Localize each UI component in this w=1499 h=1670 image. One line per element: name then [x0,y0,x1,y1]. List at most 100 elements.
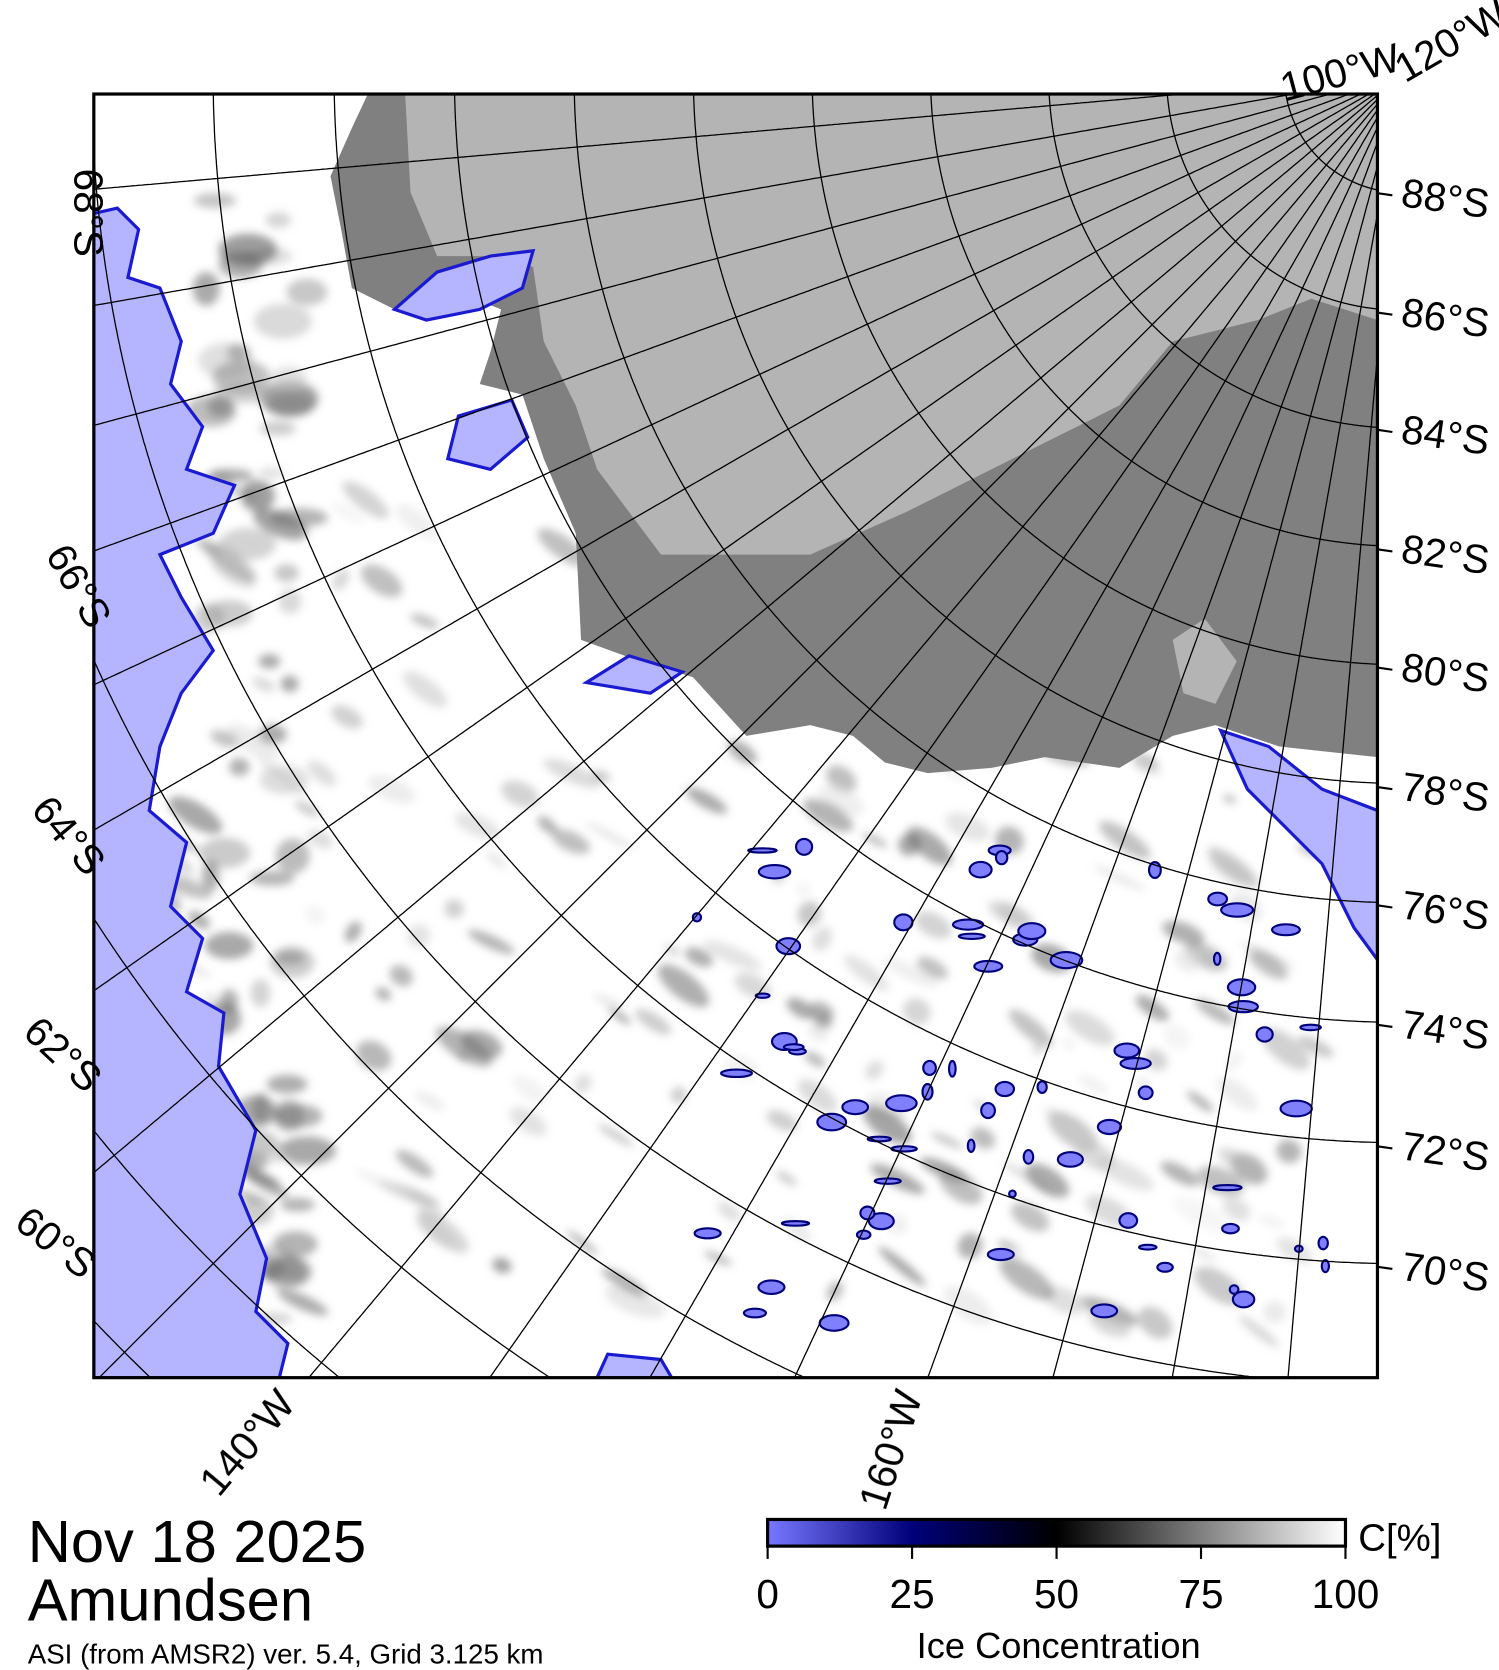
latitude-line [1285,94,1378,191]
open-water-spot [951,918,985,931]
ice-texture-blob [258,654,281,669]
ice-texture-blob [786,997,816,1020]
ice-texture-blob [663,944,681,957]
ice-texture-blob [258,467,285,479]
ice-texture-blob [389,965,413,987]
longitude-line [93,94,1332,427]
latitude-label: 88°S [1399,169,1493,227]
open-water-spot [1221,1222,1240,1235]
longitude-line [93,94,1295,307]
open-water-spot [782,1043,805,1052]
latitude-line [93,1320,152,1378]
ice-texture-blob [272,1231,318,1258]
ice-texture-blob [210,730,239,748]
ice-texture-blob [252,1149,287,1163]
latitude-label: 78°S [1399,763,1493,821]
map-frame [92,92,1380,1380]
latitude-label: 82°S [1399,525,1493,583]
ice-texture-blob [903,998,931,1025]
product-subtitle: ASI (from AMSR2) ver. 5.4, Grid 3.125 km [28,1638,544,1669]
longitude-line [93,94,1370,832]
ice-texture-blob [280,675,299,693]
tick [1377,904,1393,909]
ice-texture-blob [795,882,813,898]
latitude-line [573,94,1378,903]
open-water-spot [986,1247,1015,1262]
ice-texture-blob [766,1110,798,1132]
graticule [93,94,1378,1378]
ice-texture-blob [307,760,337,787]
ice-texture-blob [657,964,710,1008]
open-water-spot [1279,1099,1313,1118]
longitude-line [97,97,1378,1378]
longitude-line [1287,353,1378,1378]
longitude-line [93,94,1378,1174]
longitude-line [93,94,1376,993]
longitude-label: 120°W [1387,0,1499,91]
region-title: Amundsen [28,1567,313,1634]
open-water-spot [1118,1212,1139,1229]
ice-texture-blob [294,801,320,817]
ice-texture-blob [1163,1024,1190,1050]
land-east [1172,618,1237,704]
latitude-line [930,94,1378,547]
latitude-label: 60°S [7,1197,105,1288]
longitude-line [1051,165,1378,1378]
latitude-label: 70°S [1399,1243,1493,1301]
open-water-spot [1299,1023,1322,1032]
ice-texture-blob [226,343,250,361]
ice-texture-blob [804,1051,826,1068]
colorbar-tick-label: 50 [1034,1571,1079,1617]
ice-texture-blob [939,1169,983,1205]
ice-texture-blob [305,905,326,925]
ice-texture-blob [1073,1141,1116,1170]
ice-texture-blob [916,956,948,980]
ice-texture-blob [1098,820,1151,860]
longitude-line [93,94,1363,687]
latitude-line [453,94,1378,1023]
ice-texture-blob [970,1127,996,1149]
latitude-line [333,94,1378,1144]
open-water-spot [859,1205,876,1221]
open-water-spot [1017,922,1047,941]
ice-texture-blob [395,504,440,540]
open-water-spot [1220,902,1255,918]
ice-texture-blob [252,677,276,692]
open-water-spot [873,1177,902,1185]
open-water-spot [957,932,986,940]
colorbar-tick-label: 75 [1178,1571,1223,1617]
ice-texture-blob [776,1171,797,1186]
latitude-line [811,94,1378,665]
tick [1377,666,1393,671]
ice-texture-blob [999,1257,1055,1300]
ice-texture-blob [274,564,299,582]
ice-texture-blob [1128,755,1165,778]
ice-texture-blob [957,1232,983,1259]
ice-texture-blob [218,251,263,279]
latitude-label: 86°S [1399,289,1493,347]
ice-texture-blob [229,757,250,776]
open-water-spot [818,1314,850,1332]
ice-texture-blob [271,366,307,390]
ice-texture-blob [1008,1009,1053,1048]
open-water-spot [867,1212,895,1231]
ice-texture-blob [486,851,507,869]
ice-texture-blob [685,787,728,814]
ice-texture-blob [717,1201,742,1222]
longitude-line [793,125,1378,1378]
ice-texture-blob [278,588,302,615]
ice-texture-blob [1031,1041,1045,1056]
ice-texture-blob [597,1124,634,1147]
open-water-patches [691,837,1331,1332]
ice-texture-blob [461,1030,503,1059]
ice-texture-blob [274,950,306,965]
ice-texture-blob [342,481,389,519]
ice-texture-blob [265,212,291,228]
ice-texture-blob [1194,998,1235,1025]
ice-texture-blob [1207,847,1259,888]
latitude-label: 76°S [1399,882,1493,940]
latitude-line [1048,94,1378,428]
coastal-water-patch [391,248,536,322]
ice-texture-blob [259,765,309,795]
ice-texture-blob [1261,1028,1310,1070]
